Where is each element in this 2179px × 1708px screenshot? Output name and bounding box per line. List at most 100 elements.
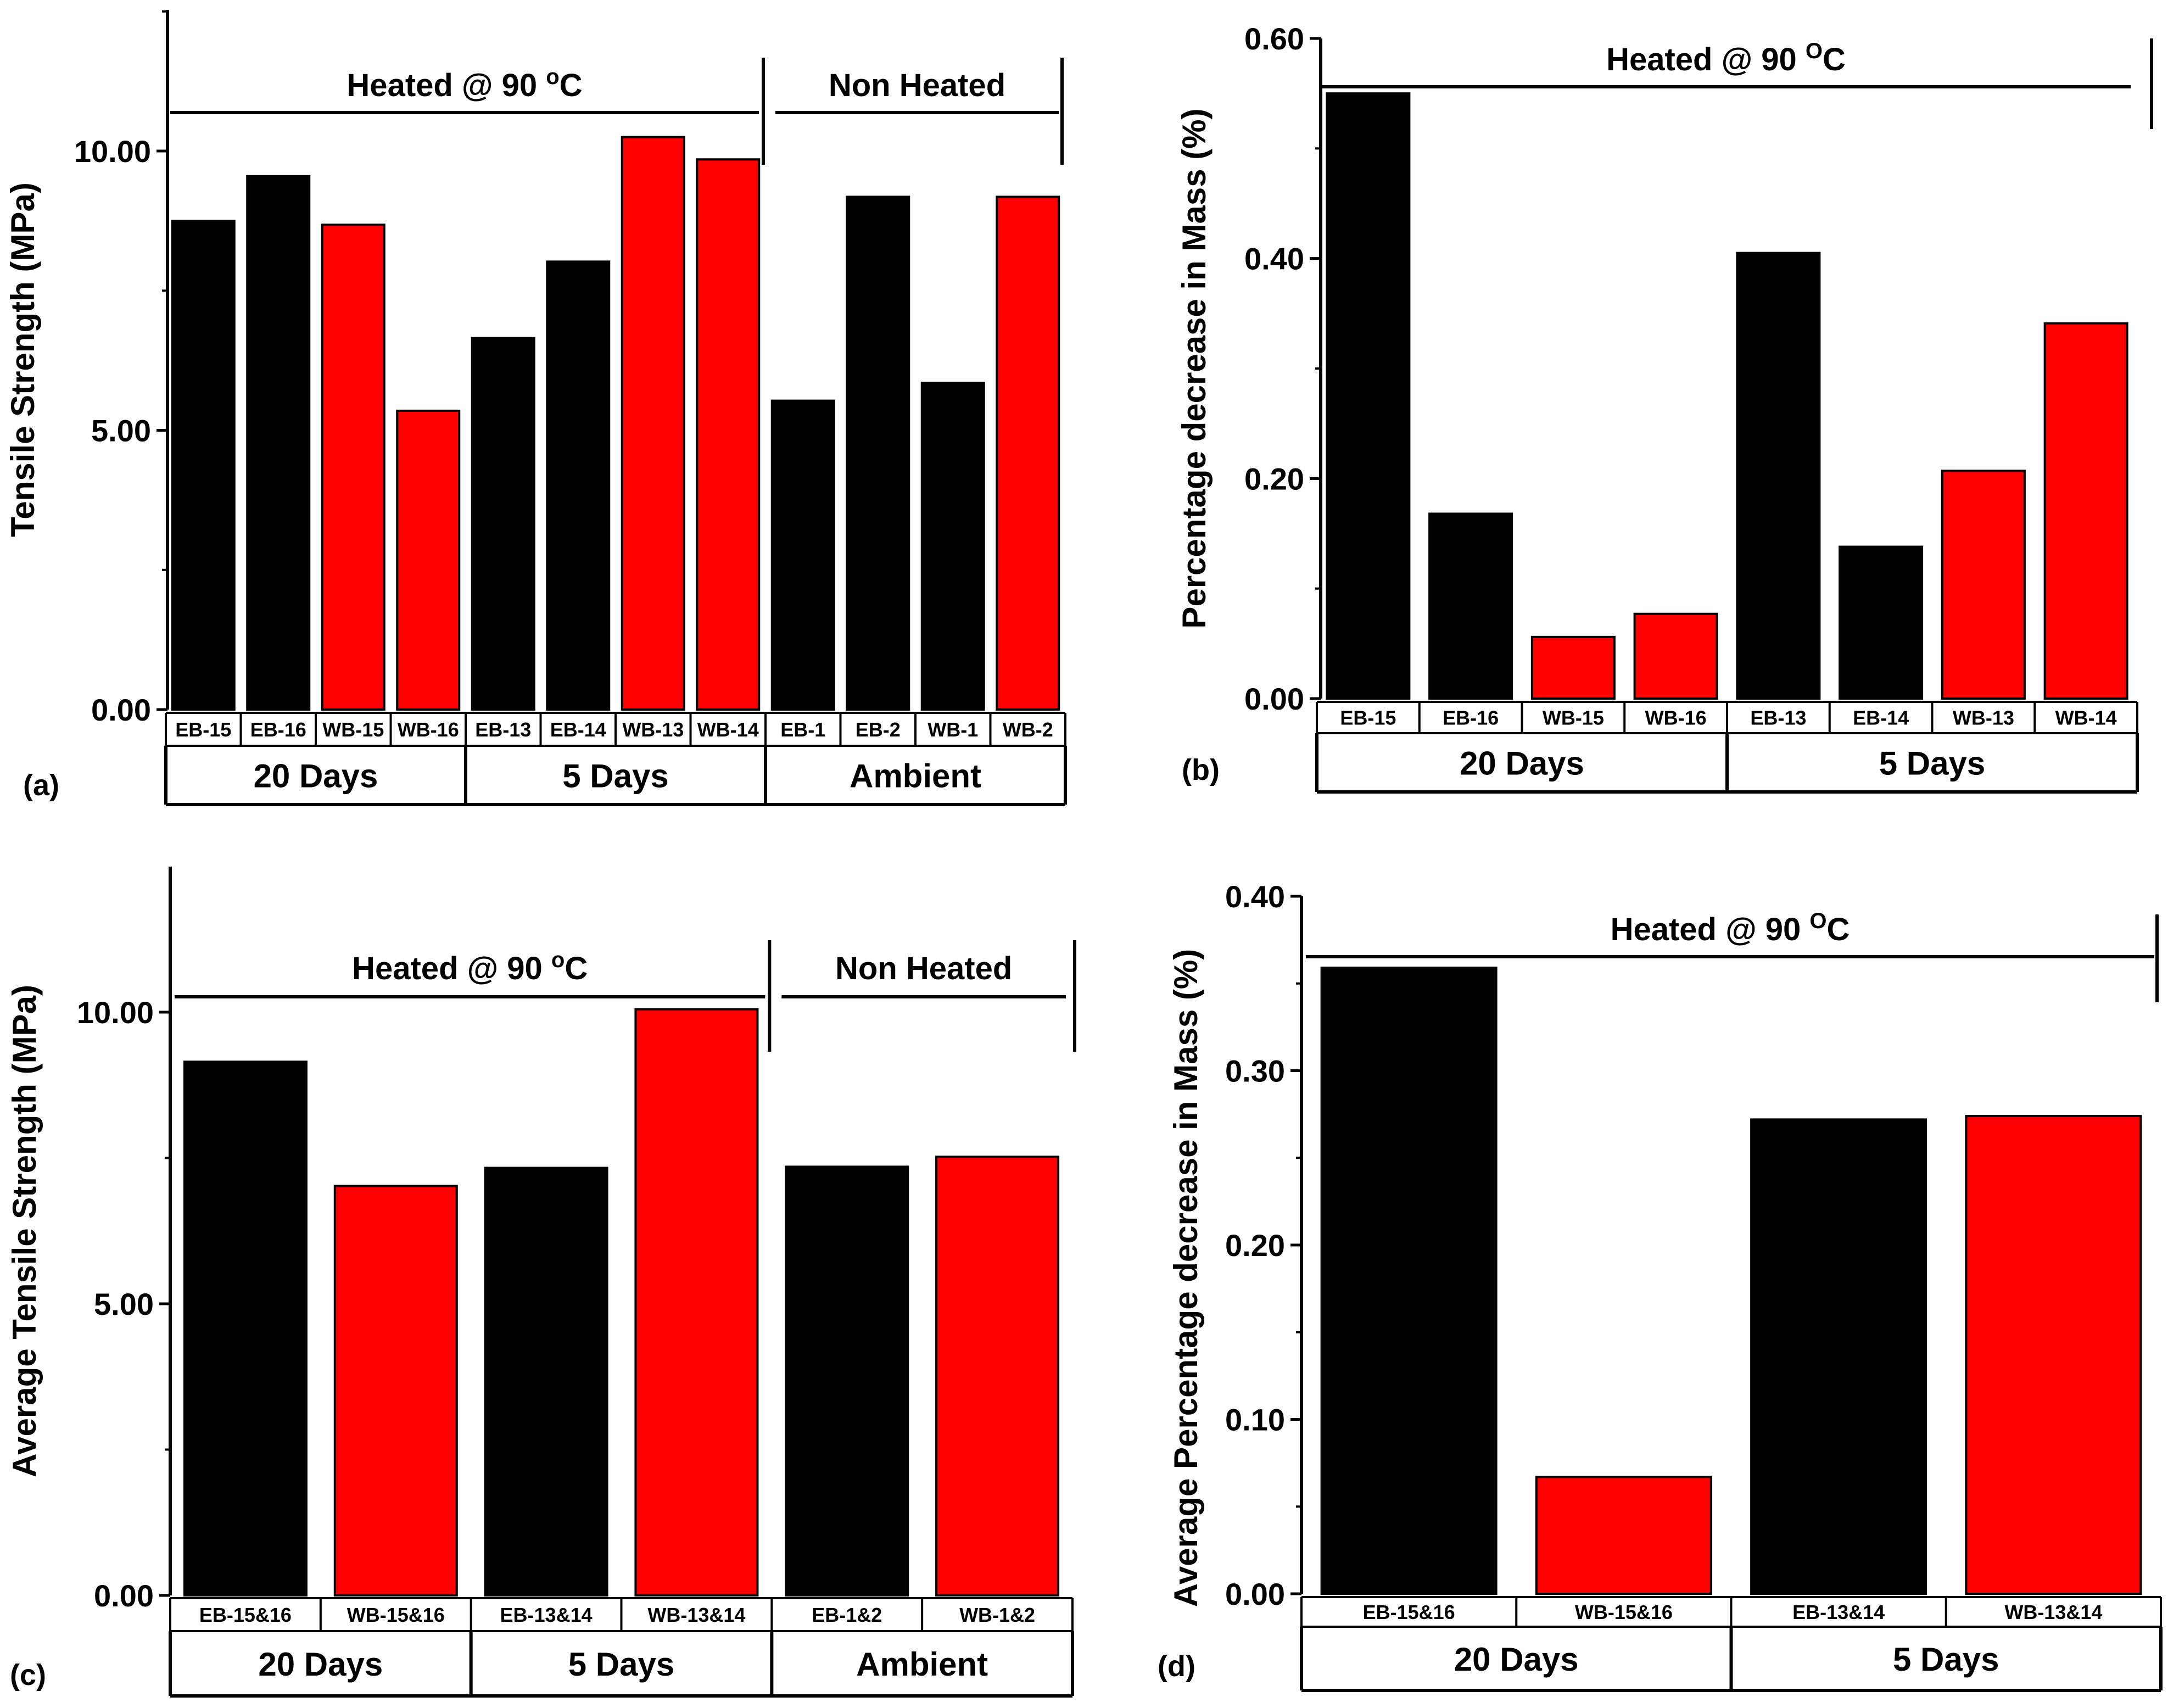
y-axis-title: Tensile Strength (MPa) [4,182,41,537]
x-tick-label: WB-13 [622,718,684,741]
x-tick-label: WB-14 [697,718,759,741]
annotation-label: Heated @ 90 oC [347,65,582,103]
annotation-label: Heated @ 90 OC [1611,909,1850,947]
bar-eb-14 [1839,545,1924,700]
y-axis-title: Average Tensile Strength (MPa) [6,985,43,1477]
group-label: 20 Days [254,758,378,795]
annotation-label: Non Heated [829,68,1005,103]
group-label: 5 Days [568,1646,674,1683]
y-tick-label: 5.00 [91,414,151,448]
x-tick-label: WB-2 [1003,718,1053,741]
group-label: 20 Days [258,1646,383,1683]
y-tick-label: 5.00 [94,1287,154,1321]
x-tick-label: WB-1&2 [959,1604,1035,1626]
x-tick-label: EB-13&14 [500,1604,593,1626]
x-tick-label: EB-15&16 [199,1604,292,1626]
x-tick-label: WB-16 [1645,707,1707,729]
y-tick-label: 0.00 [1244,682,1304,716]
group-label: 20 Days [1454,1641,1579,1678]
bar-wb-15 [321,224,385,711]
bar-wb-15 [1530,635,1616,700]
x-tick-label: WB-14 [2055,707,2117,729]
y-tick-label: 10.00 [74,134,151,169]
bar-eb-15 [1326,92,1411,700]
bar-wb-1-2 [935,1156,1060,1597]
panel-letter: (d) [1158,1650,1195,1683]
group-label: 5 Days [562,758,668,795]
y-tick-label: 0.40 [1244,242,1304,276]
panel-letter: (b) [1182,753,1220,786]
annotation-label: Heated @ 90 OC [1606,39,1846,77]
y-tick-label: 0.10 [1225,1403,1285,1437]
bar-eb-1 [770,399,835,711]
bar-wb-13 [1941,470,2026,700]
x-tick-label: EB-14 [550,718,606,741]
group-label: 5 Days [1879,745,1985,782]
x-tick-label: EB-15&16 [1363,1601,1455,1623]
annotation-label: Heated @ 90 oC [352,948,588,986]
x-tick-label: WB-13&14 [647,1604,745,1626]
panel-letter: (a) [23,769,59,802]
x-tick-label: EB-13&14 [1792,1601,1885,1623]
bar-eb-16 [246,175,311,711]
bar-eb-14 [546,260,611,711]
x-tick-label: EB-16 [1443,707,1499,729]
bar-eb-15-16 [1320,967,1498,1595]
x-tick-label: EB-16 [250,718,306,741]
bar-wb-16 [1633,612,1718,700]
x-tick-label: EB-14 [1853,707,1909,729]
y-tick-label: 0.60 [1244,21,1304,56]
x-tick-label: WB-15&16 [1575,1601,1673,1623]
bar-wb-14 [2043,322,2128,700]
chart-panel-2: 0.00 5.00 10.00 Average Tensile Strength (M… [6,867,1076,1698]
x-tick-label: EB-15 [175,718,231,741]
y-tick-label: 0.00 [94,1578,154,1613]
x-tick-label: WB-16 [398,718,459,741]
bar-wb-13-14 [1965,1115,2142,1595]
y-tick-label: 0.20 [1225,1228,1285,1263]
x-tick-label: WB-15 [322,718,384,741]
bar-wb-13-14 [634,1008,759,1597]
group-label: Ambient [856,1646,988,1683]
panel-letter: (c) [10,1659,46,1692]
x-tick-label: EB-1&2 [812,1604,882,1626]
chart-panel-1: 0.00 0.20 0.40 0.60 Percentage decrease in M… [1176,21,2153,794]
annotation-label: Non Heated [835,951,1012,986]
x-tick-label: EB-2 [856,718,901,741]
x-tick-label: WB-13&14 [2004,1601,2102,1623]
bar-eb-1-2 [785,1165,909,1597]
bar-eb-15-16 [183,1060,308,1597]
bar-eb-16 [1428,512,1513,700]
x-tick-label: WB-15&16 [347,1604,445,1626]
x-tick-label: EB-15 [1340,707,1396,729]
group-label: 20 Days [1460,745,1584,782]
group-label: 5 Days [1893,1641,1999,1678]
y-axis-title: Percentage decrease in Mass (%) [1176,108,1213,628]
y-tick-label: 0.40 [1225,879,1285,914]
bar-wb-14 [696,158,761,711]
x-tick-label: WB-1 [928,718,978,741]
y-tick-label: 0.00 [1225,1577,1285,1611]
bar-eb-13-14 [1750,1118,1927,1595]
bar-eb-13 [471,337,535,711]
bar-eb-13-14 [484,1166,608,1597]
bar-eb-13 [1736,252,1821,700]
bar-wb-15-16 [1535,1476,1712,1595]
x-tick-label: WB-15 [1543,707,1604,729]
y-tick-label: 0.30 [1225,1054,1285,1089]
y-axis-title: Average Percentage decrease in Mass (%) [1167,949,1204,1607]
y-tick-label: 0.20 [1244,461,1304,496]
bar-wb-2 [996,196,1060,711]
bar-wb-1 [920,382,985,711]
bar-eb-2 [846,196,910,711]
y-tick-label: 0.00 [91,693,151,727]
bar-wb-15-16 [333,1185,458,1597]
bar-wb-13 [621,136,685,711]
group-label: Ambient [850,758,981,795]
bar-eb-15 [171,220,236,711]
x-tick-label: EB-13 [475,718,531,741]
x-tick-label: EB-1 [780,718,825,741]
bar-wb-16 [396,409,461,711]
